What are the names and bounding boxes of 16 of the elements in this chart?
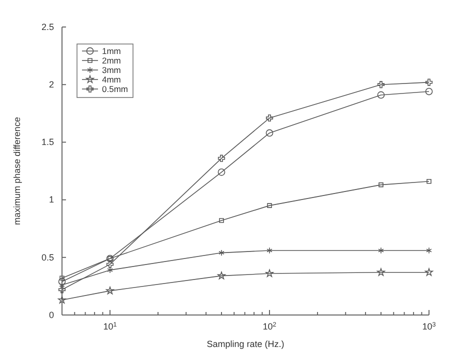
legend-label: 1mm [102, 46, 121, 56]
y-axis-title: maximum phase difference [12, 117, 22, 225]
y-tick-label: 1 [48, 194, 54, 205]
legend-label: 3mm [102, 65, 121, 75]
x-tick-label: 10$^{1}$ [103, 320, 118, 332]
y-tick-label: 0 [48, 310, 54, 320]
y-tick-label: 2 [48, 79, 54, 90]
legend-label: 4mm [102, 74, 121, 84]
legend-label: 0.5mm [102, 84, 128, 94]
x-tick-label: 10$^{3}$ [422, 320, 436, 332]
y-tick-label: 1.5 [41, 137, 54, 148]
x-tick-label: 10$^{2}$ [262, 320, 277, 332]
y-tick-label: 0.5 [41, 252, 54, 262]
legend-label: 2mm [102, 56, 121, 66]
y-tick-label: 2.5 [41, 22, 54, 32]
x-axis-title: Sampling rate (Hz.) [206, 339, 284, 349]
